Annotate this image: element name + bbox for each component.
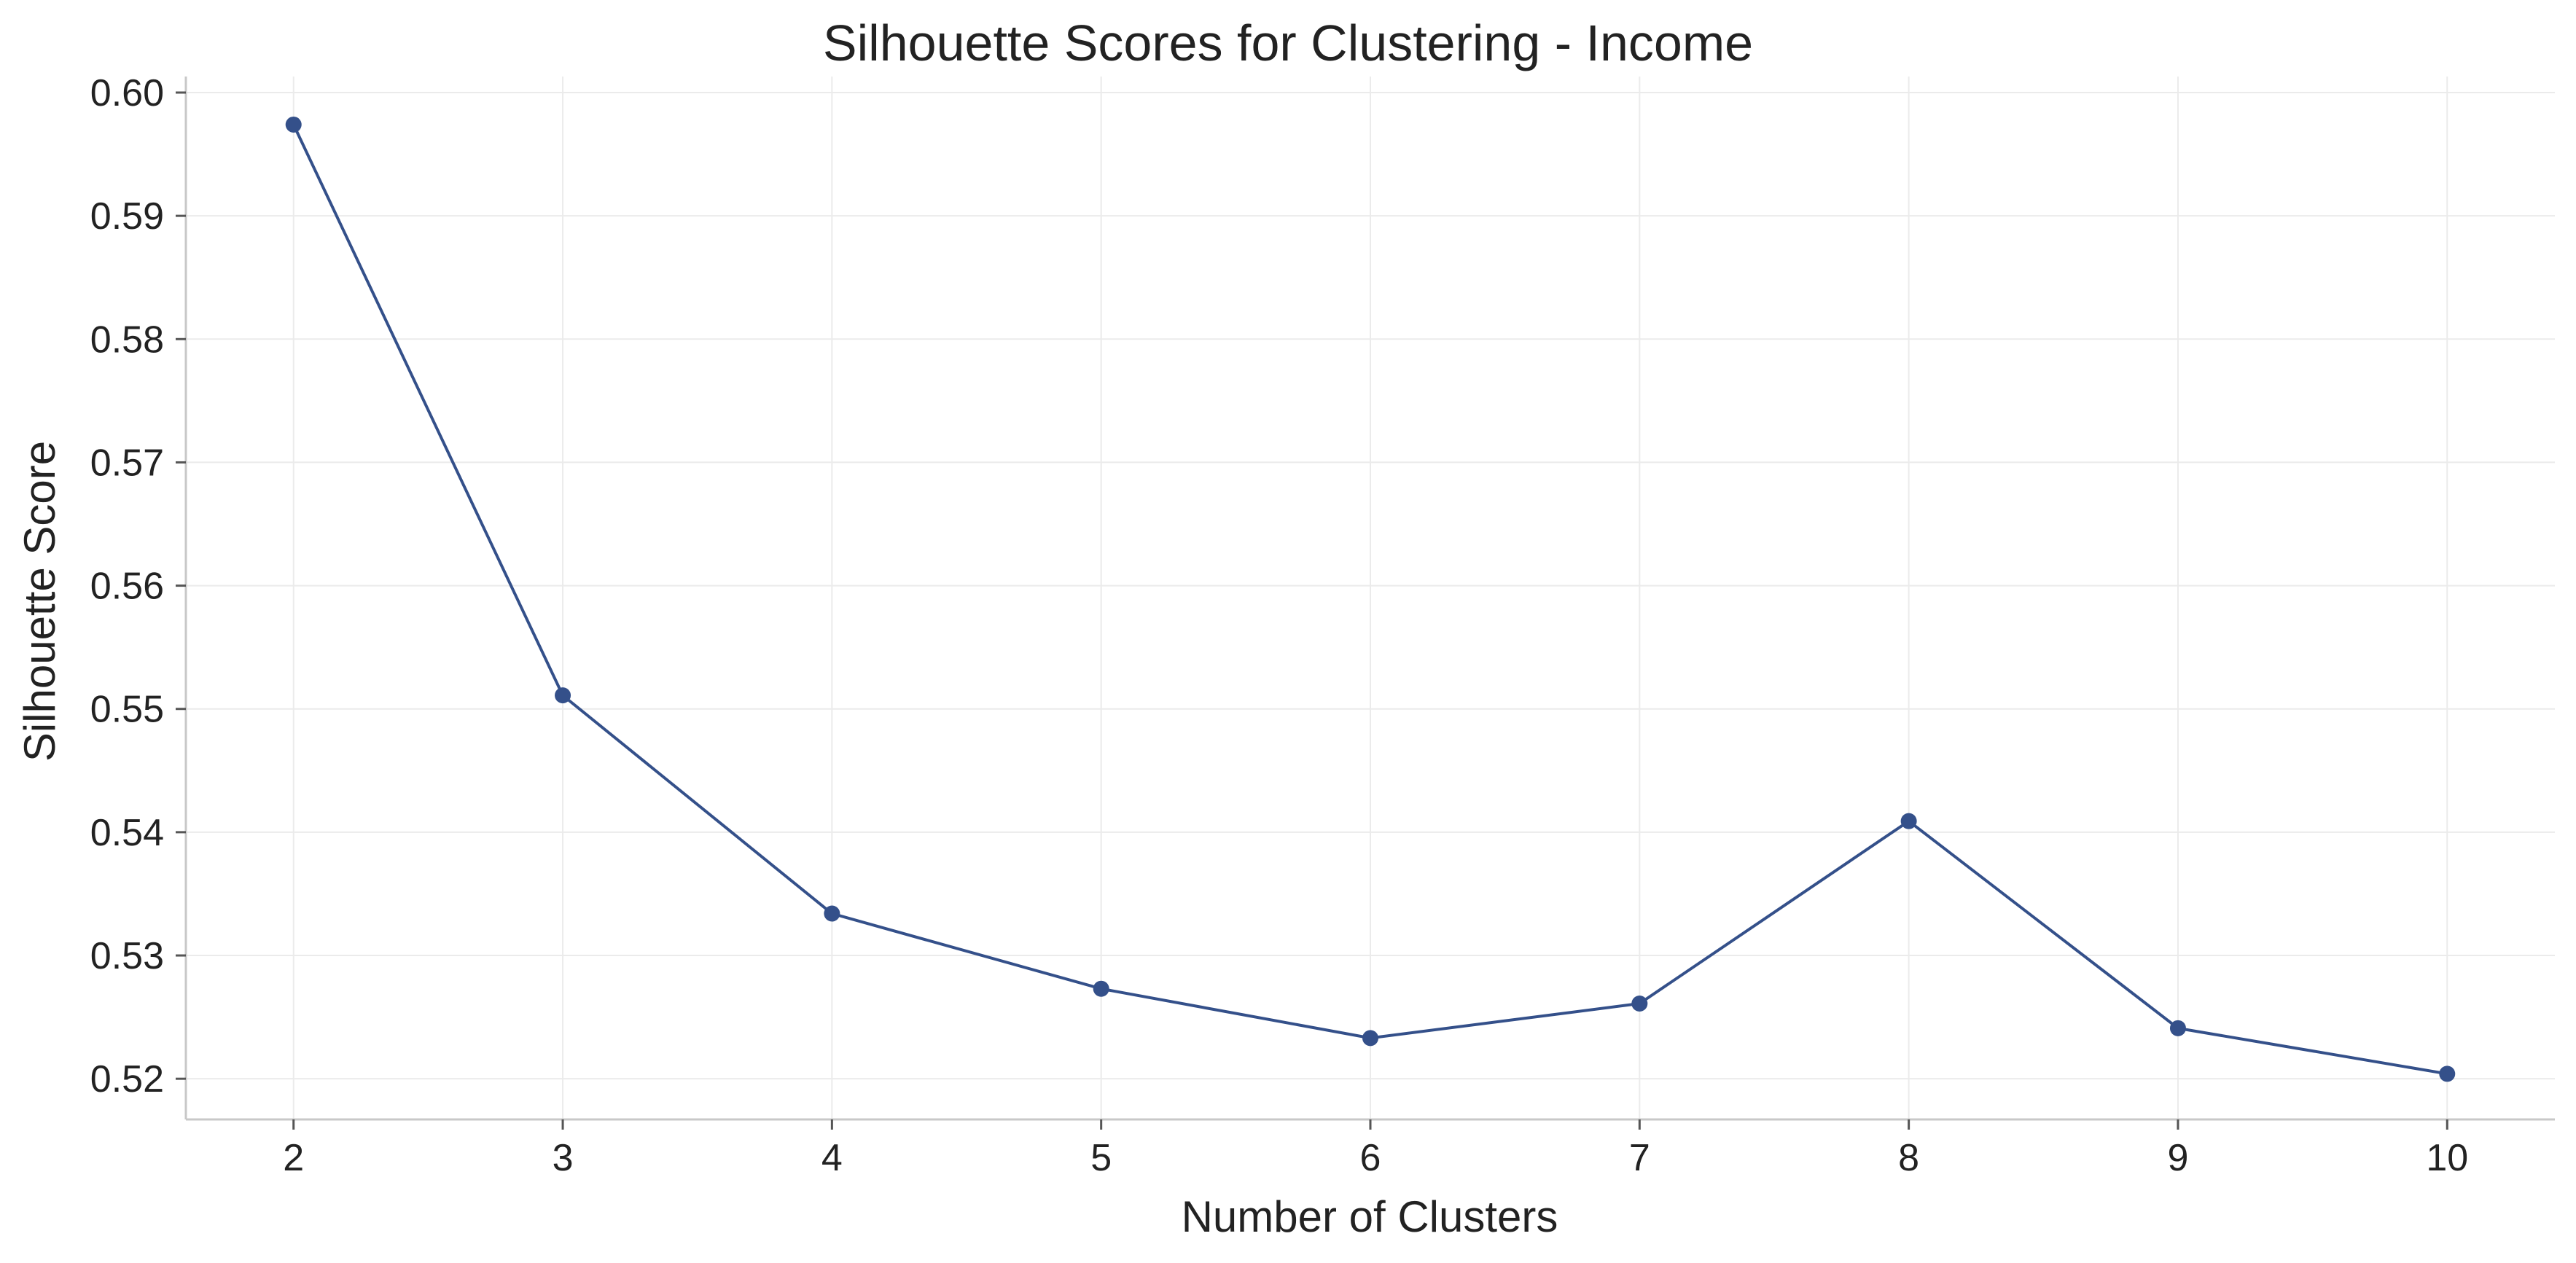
y-tick-label: 0.60 [90, 72, 164, 114]
data-point [285, 116, 302, 133]
x-tick-label: 3 [553, 1137, 574, 1179]
data-point [2439, 1065, 2456, 1082]
y-tick-label: 0.56 [90, 566, 164, 608]
data-point [555, 687, 571, 704]
data-point [824, 905, 840, 922]
x-tick-label: 8 [1898, 1137, 1919, 1179]
y-tick-label: 0.55 [90, 689, 164, 731]
series [285, 116, 2456, 1082]
y-tick-label: 0.57 [90, 442, 164, 484]
y-tick-label: 0.52 [90, 1058, 164, 1100]
data-point [1631, 996, 1648, 1012]
x-tick-label: 9 [2167, 1137, 2188, 1179]
axes [176, 77, 2555, 1130]
y-tick-label: 0.53 [90, 935, 164, 977]
y-tick-label: 0.58 [90, 318, 164, 361]
x-tick-label: 10 [2426, 1137, 2468, 1179]
tick-labels: 2 3 4 5 6 7 8 9 10 0.52 0.53 0.54 0.55 0.56 0.57 0.58 0.… [90, 72, 2468, 1179]
x-axis-label: Number of Clusters [1182, 1192, 1558, 1241]
data-point [1093, 980, 1109, 997]
grid-lines [186, 77, 2555, 1119]
y-tick-label: 0.54 [90, 812, 164, 854]
x-tick-label: 7 [1629, 1137, 1650, 1179]
x-tick-label: 6 [1360, 1137, 1381, 1179]
data-point [1362, 1030, 1378, 1047]
x-tick-label: 5 [1090, 1137, 1112, 1179]
chart-title: Silhouette Scores for Clustering - Incom… [823, 15, 1753, 71]
y-axis-label: Silhouette Score [15, 441, 64, 762]
y-tick-label: 0.59 [90, 195, 164, 238]
data-point [2169, 1020, 2186, 1036]
data-point [1900, 813, 1917, 829]
x-tick-label: 2 [283, 1137, 304, 1179]
x-tick-label: 4 [821, 1137, 843, 1179]
